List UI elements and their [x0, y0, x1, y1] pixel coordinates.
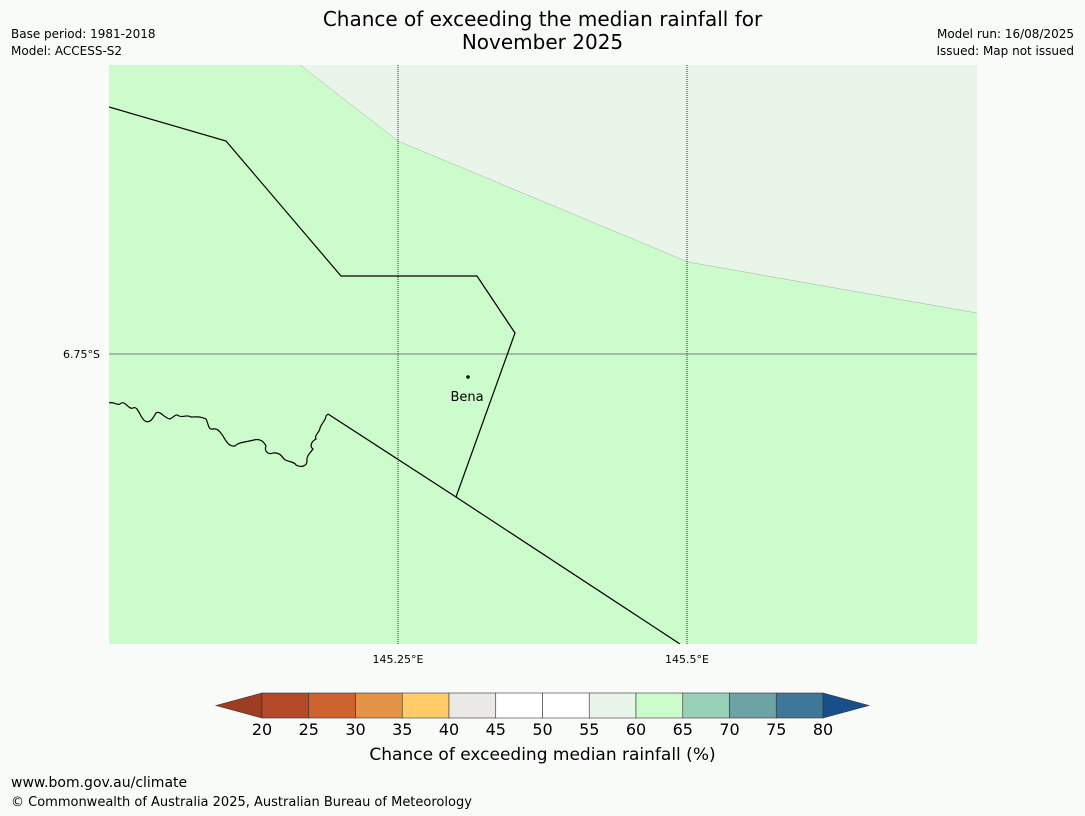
colorbar-tick-label: 70	[719, 720, 740, 739]
title-line-2: November 2025	[461, 30, 624, 54]
base-period: Base period: 1981-2018	[11, 27, 156, 41]
meta-left: Base period: 1981-2018 Model: ACCESS-S2	[11, 26, 156, 60]
colorbar-segment	[729, 692, 777, 719]
colorbar-segment	[355, 692, 403, 719]
issued-status: Issued: Map not issued	[936, 44, 1074, 58]
latitude-label: 6.75°S	[63, 348, 100, 361]
colorbar-tick-label: 25	[298, 720, 319, 739]
district-boundary	[327, 413, 681, 644]
region-boundary-line	[299, 65, 977, 314]
colorbar-tick-label: 20	[251, 720, 273, 739]
colorbar-tick-label: 35	[392, 720, 413, 739]
footer-url[interactable]: www.bom.gov.au/climate	[11, 775, 188, 791]
colorbar	[214, 692, 871, 719]
colorbar-tick-label: 50	[532, 720, 553, 739]
colorbar-segment	[495, 692, 543, 719]
colorbar-segment	[542, 692, 590, 719]
probability-55-60-region	[300, 65, 977, 313]
colorbar-ticks: 20 25 30 35 40 45 50 55 60 65 70 75 80	[0, 720, 1085, 740]
colorbar-segment	[588, 692, 637, 719]
colorbar-tick-label: 60	[625, 720, 647, 739]
colorbar-tick-label: 80	[812, 720, 834, 739]
colorbar-segment	[775, 692, 824, 719]
colorbar-label: Chance of exceeding median rainfall (%)	[369, 745, 716, 765]
colorbar-tick-label: 65	[672, 720, 693, 739]
colorbar-tick-label: 45	[485, 720, 506, 739]
meta-right: Model run: 16/08/2025 Issued: Map not is…	[936, 26, 1074, 60]
district-boundary	[109, 106, 516, 498]
colorbar-tick-label: 30	[345, 720, 366, 739]
bena-marker	[466, 375, 470, 379]
colorbar-segment	[635, 692, 684, 719]
colorbar-segment	[308, 692, 356, 719]
colorbar-tick-label: 75	[766, 720, 787, 739]
longitude-label-2: 145.5°E	[665, 653, 709, 666]
colorbar-extend-low	[214, 692, 263, 719]
colorbar-segment	[682, 692, 730, 719]
colorbar-segment	[401, 692, 450, 719]
title-line-1: Chance of exceeding the median rainfall …	[322, 7, 763, 31]
colorbar-segment	[261, 692, 310, 719]
footer-copyright: © Commonwealth of Australia 2025, Austra…	[11, 795, 472, 810]
river-boundary	[109, 401, 329, 467]
model-name: Model: ACCESS-S2	[11, 44, 123, 58]
model-run: Model run: 16/08/2025	[936, 27, 1074, 41]
bena-label: Bena	[450, 390, 483, 405]
colorbar-segment	[448, 692, 497, 719]
longitude-label-1: 145.25°E	[373, 653, 424, 666]
map-title: Chance of exceeding the median rainfall …	[0, 8, 1085, 54]
colorbar-extend-high	[822, 692, 871, 719]
colorbar-tick-label: 40	[438, 720, 460, 739]
colorbar-tick-label: 55	[579, 720, 600, 739]
